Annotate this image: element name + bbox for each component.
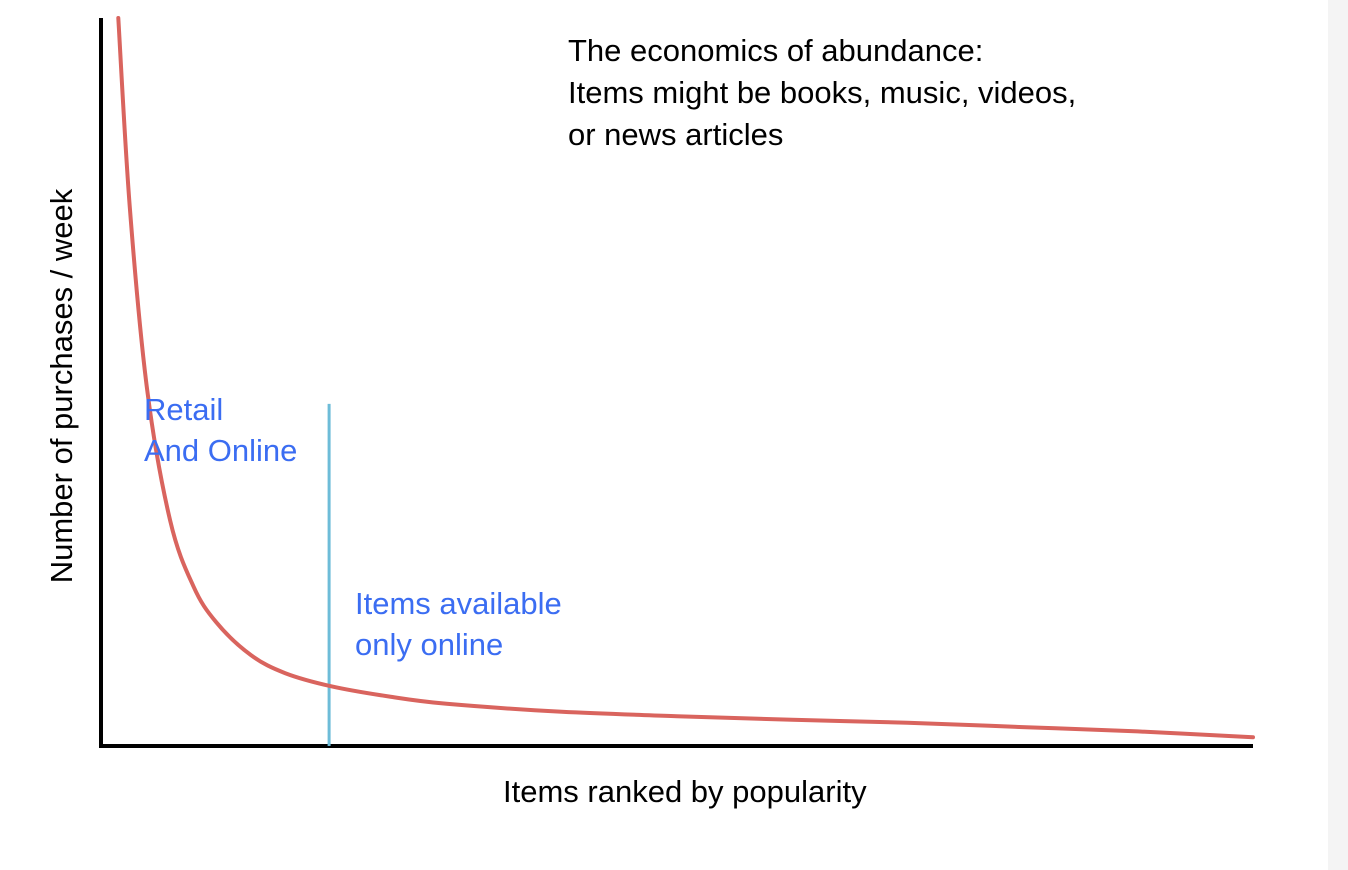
long-tail-curve [116,16,1255,740]
y-axis-label: Number of purchases / week [44,188,79,584]
title-line-1: The economics of abundance: [568,33,984,68]
region-label-only-online: Items available only online [355,583,562,665]
region-label-retail-and-online: Retail And Online [144,389,297,471]
window-edge-strip [1328,0,1348,870]
region-right-line-1: Items available [355,586,562,621]
title-line-3: or news articles [568,117,784,152]
region-left-line-1: Retail [144,392,224,427]
chart-title: The economics of abundance: Items might … [568,30,1076,156]
x-axis-label: Items ranked by popularity [503,774,867,809]
region-left-line-2: And Online [144,433,298,468]
region-right-line-2: only online [355,627,504,662]
title-line-2: Items might be books, music, videos, [568,75,1077,110]
